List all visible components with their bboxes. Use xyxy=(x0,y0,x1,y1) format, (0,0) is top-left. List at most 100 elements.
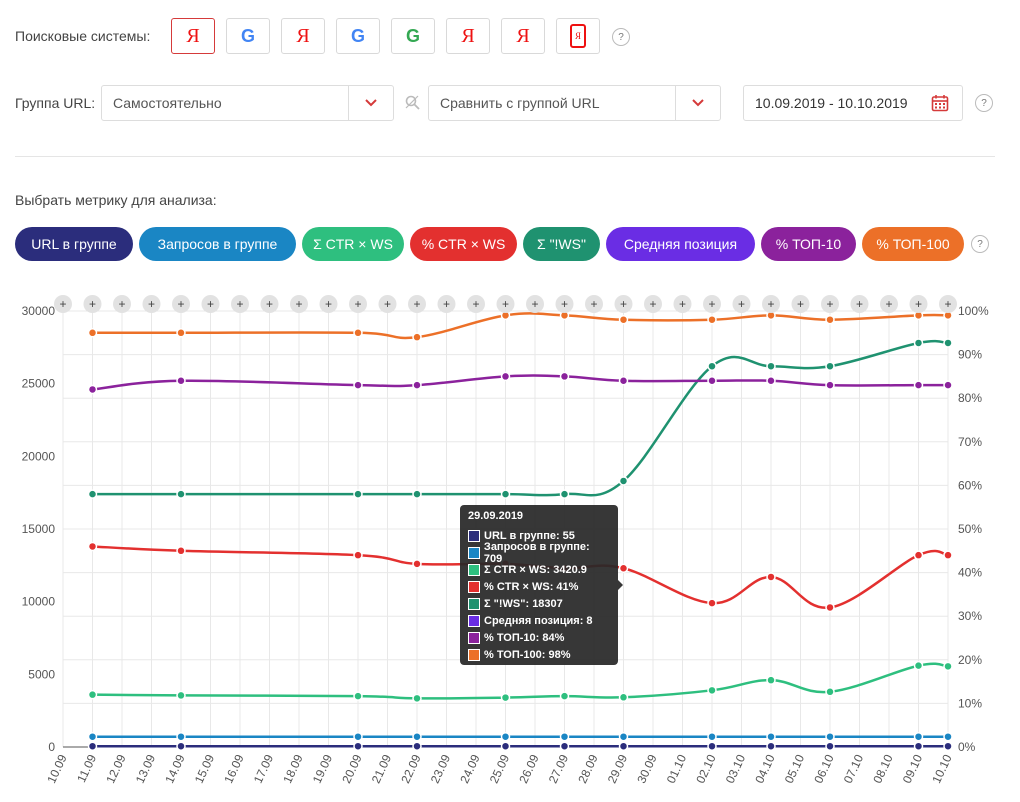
add-annotation-button[interactable]: + xyxy=(496,295,515,313)
tooltip-row: Средняя позиция: 8 xyxy=(468,612,610,629)
chevron-down-icon[interactable] xyxy=(348,86,393,120)
add-annotation-button[interactable]: + xyxy=(526,295,544,313)
data-point xyxy=(913,731,924,742)
data-point xyxy=(707,598,717,608)
x-tick-label: 11.09 xyxy=(74,752,99,785)
engine-button-yandex-4[interactable]: Я xyxy=(501,18,545,54)
url-group-value: Самостоятельно xyxy=(113,95,222,111)
metric-pill-top10[interactable]: % ТОП-10 xyxy=(761,227,856,261)
x-tick-label: 02.10 xyxy=(693,752,719,785)
add-annotation-button[interactable]: + xyxy=(142,295,161,313)
data-point xyxy=(176,376,186,386)
y-right-tick-label: 70% xyxy=(958,435,982,449)
metric-pill-top100[interactable]: % ТОП-100 xyxy=(862,227,964,261)
add-annotation-button[interactable]: + xyxy=(791,295,810,313)
add-annotation-button[interactable]: + xyxy=(201,295,220,313)
calendar-icon[interactable] xyxy=(918,94,962,112)
engine-button-google-3[interactable]: G xyxy=(391,18,435,54)
data-point xyxy=(87,689,98,700)
metric-pill-url-count[interactable]: URL в группе xyxy=(15,227,133,261)
data-point xyxy=(825,380,835,390)
metric-pill-queries[interactable]: Запросов в группе xyxy=(139,227,296,261)
help-icon[interactable]: ? xyxy=(971,235,989,253)
compare-group-select[interactable]: Сравнить с группой URL xyxy=(428,85,721,121)
engine-button-yandex-1[interactable]: Я xyxy=(171,18,215,54)
data-point xyxy=(913,741,924,751)
plus-icon: + xyxy=(856,297,863,311)
y-right-tick-label: 20% xyxy=(958,653,982,667)
date-range-value: 10.09.2019 - 10.10.2019 xyxy=(755,95,908,111)
engine-button-yandex-2[interactable]: Я xyxy=(281,18,325,54)
y-right-tick-label: 0% xyxy=(958,740,976,754)
data-point xyxy=(618,476,629,486)
data-point xyxy=(707,314,717,325)
add-annotation-button[interactable]: + xyxy=(673,295,692,313)
add-annotation-button[interactable]: + xyxy=(939,295,957,313)
help-icon[interactable]: ? xyxy=(612,28,630,46)
plus-icon: + xyxy=(148,297,155,311)
x-tick-label: 05.10 xyxy=(782,752,808,785)
data-point xyxy=(825,731,835,742)
add-annotation-button[interactable]: + xyxy=(850,295,869,313)
x-tick-label: 13.09 xyxy=(133,752,159,785)
add-annotation-button[interactable]: + xyxy=(319,295,338,313)
add-annotation-button[interactable]: + xyxy=(113,295,131,313)
x-tick-label: 03.10 xyxy=(723,752,749,785)
add-annotation-button[interactable]: + xyxy=(83,295,102,313)
data-point xyxy=(707,731,717,742)
add-annotation-button[interactable]: + xyxy=(290,295,308,313)
legend-swatch xyxy=(468,614,480,627)
chevron-down-icon[interactable] xyxy=(675,86,720,120)
add-annotation-button[interactable]: + xyxy=(378,295,397,313)
data-point xyxy=(766,376,776,386)
metric-pill-sum-ws[interactable]: Σ "!WS" xyxy=(523,227,600,261)
data-point xyxy=(559,371,570,382)
engine-button-google-2[interactable]: G xyxy=(336,18,380,54)
data-point xyxy=(353,741,363,751)
data-point xyxy=(353,731,363,742)
data-point xyxy=(353,328,363,338)
search-engines-label: Поисковые системы: xyxy=(15,28,151,44)
x-tick-label: 27.09 xyxy=(546,752,572,785)
data-point xyxy=(559,489,570,499)
add-annotation-button[interactable]: + xyxy=(644,295,662,313)
add-annotation-button[interactable]: + xyxy=(408,295,426,313)
chart-tooltip: 29.09.2019 URL в группе: 55 Запросов в г… xyxy=(460,505,618,665)
add-annotation-button[interactable]: + xyxy=(349,295,367,313)
add-annotation-button[interactable]: + xyxy=(54,295,72,313)
y-right-tick-label: 90% xyxy=(958,348,982,362)
engine-button-yandex-3[interactable]: Я xyxy=(446,18,490,54)
add-annotation-button[interactable]: + xyxy=(231,295,249,313)
metric-pill-sum-ctr-ws[interactable]: Σ CTR × WS xyxy=(302,227,404,261)
metric-pill-pct-ctr-ws[interactable]: % CTR × WS xyxy=(410,227,517,261)
add-annotation-button[interactable]: + xyxy=(467,295,485,313)
plus-icon: + xyxy=(649,297,656,311)
add-annotation-button[interactable]: + xyxy=(172,295,190,313)
data-point xyxy=(766,731,776,742)
compare-placeholder: Сравнить с группой URL xyxy=(440,95,600,111)
add-annotation-button[interactable]: + xyxy=(762,295,780,313)
add-annotation-button[interactable]: + xyxy=(614,295,633,313)
url-group-select[interactable]: Самостоятельно xyxy=(101,85,394,121)
add-annotation-button[interactable]: + xyxy=(880,295,898,313)
date-range-picker[interactable]: 10.09.2019 - 10.10.2019 xyxy=(743,85,963,121)
x-tick-label: 26.09 xyxy=(516,752,542,785)
data-point xyxy=(707,376,717,386)
add-annotation-button[interactable]: + xyxy=(585,295,603,313)
x-tick-label: 29.09 xyxy=(605,752,631,785)
add-annotation-button[interactable]: + xyxy=(555,295,574,313)
add-annotation-button[interactable]: + xyxy=(909,295,928,313)
add-annotation-button[interactable]: + xyxy=(732,295,751,313)
plus-icon: + xyxy=(738,297,745,311)
legend-swatch xyxy=(468,631,480,644)
metric-pill-avg-position[interactable]: Средняя позиция xyxy=(606,227,755,261)
help-icon[interactable]: ? xyxy=(975,94,993,112)
engine-button-google-1[interactable]: G xyxy=(226,18,270,54)
add-annotation-button[interactable]: + xyxy=(821,295,839,313)
engine-button-yandex-mobile[interactable]: Я xyxy=(556,18,600,54)
data-point xyxy=(500,731,511,742)
yandex-mobile-icon: Я xyxy=(570,24,586,48)
add-annotation-button[interactable]: + xyxy=(703,295,721,313)
add-annotation-button[interactable]: + xyxy=(437,295,456,313)
add-annotation-button[interactable]: + xyxy=(260,295,279,313)
